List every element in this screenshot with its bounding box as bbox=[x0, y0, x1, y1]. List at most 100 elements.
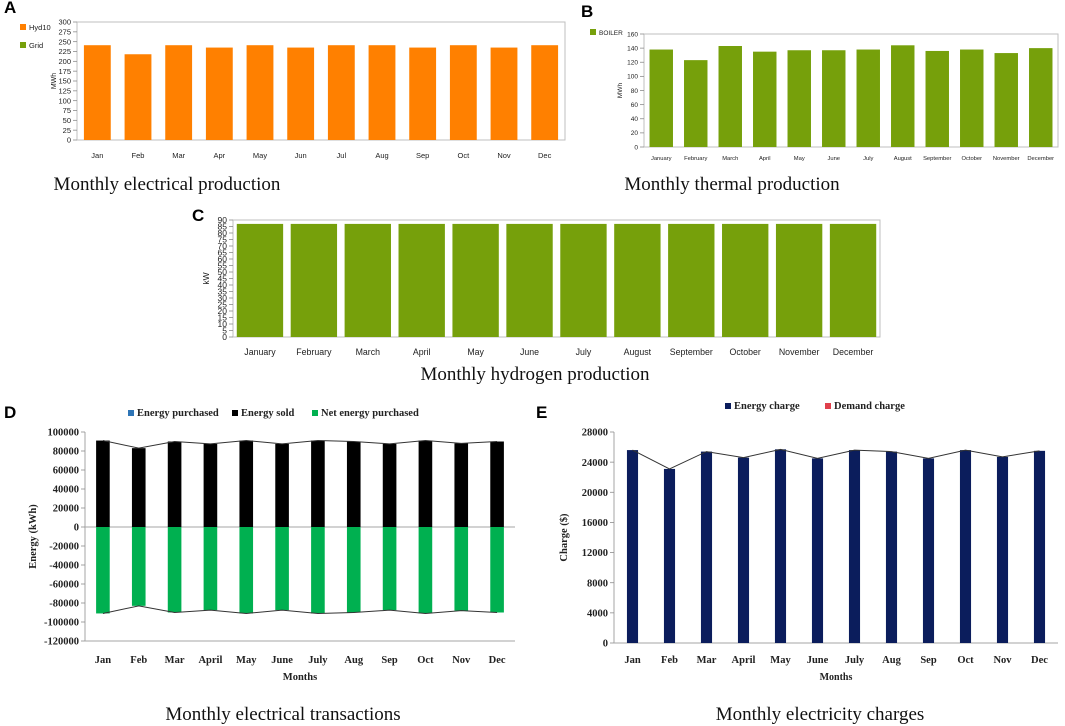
bar-energy-charge bbox=[885, 451, 898, 643]
x-tick-label: December bbox=[1027, 156, 1054, 162]
panel-d-legend: Energy purchased Energy sold Net energy pu… bbox=[128, 408, 419, 419]
y-tick-label: 100000 bbox=[48, 428, 80, 439]
bar-boiler bbox=[856, 49, 880, 147]
bar-energy-sold bbox=[239, 440, 254, 527]
bar-energy-sold bbox=[382, 443, 397, 527]
y-tick-label: 140 bbox=[627, 45, 638, 52]
x-tick-label: Nov bbox=[497, 151, 511, 160]
bar-net-energy-purchased bbox=[275, 527, 289, 611]
legend-label: BOILER bbox=[599, 30, 623, 37]
panel-e-caption: Monthly electricity charges bbox=[716, 704, 925, 725]
y-tick-label: 300 bbox=[58, 18, 71, 27]
legend-label: Demand charge bbox=[834, 401, 905, 412]
x-tick-label: Sep bbox=[920, 655, 937, 666]
legend-label: Grid bbox=[29, 41, 43, 50]
y-tick-label: 20 bbox=[631, 130, 639, 137]
legend-label: Energy charge bbox=[734, 401, 800, 412]
bar-net-energy-purchased bbox=[239, 527, 254, 614]
x-tick-label: March bbox=[356, 347, 381, 357]
bar-boiler bbox=[718, 46, 742, 147]
x-tick-label: October bbox=[730, 347, 761, 357]
y-tick-label: 80 bbox=[631, 88, 639, 95]
x-tick-label: Feb bbox=[130, 655, 147, 666]
y-tick-label: 25 bbox=[218, 299, 228, 309]
y-tick-label: -100000 bbox=[44, 618, 79, 629]
y-tick-label: 8000 bbox=[587, 578, 608, 589]
y-tick-label: 28000 bbox=[582, 428, 608, 439]
bar-hyd10 bbox=[205, 47, 233, 140]
bar-energy-sold bbox=[490, 441, 504, 527]
x-tick-label: October bbox=[961, 156, 982, 162]
bar-energy-sold bbox=[275, 443, 289, 527]
y-tick-label: 0 bbox=[222, 332, 227, 342]
x-tick-label: June bbox=[271, 655, 293, 666]
panel-c-caption: Monthly hydrogen production bbox=[420, 364, 650, 385]
y-tick-label: 60000 bbox=[53, 466, 79, 477]
y-axis-label: MWh bbox=[617, 83, 624, 99]
legend-label: Net energy purchased bbox=[321, 408, 419, 419]
x-tick-label: Apr bbox=[213, 151, 225, 160]
legend-swatch bbox=[232, 410, 238, 416]
bar-hydrogen bbox=[829, 223, 877, 337]
y-tick-label: 24000 bbox=[582, 458, 608, 469]
x-tick-label: May bbox=[770, 655, 791, 666]
x-tick-label: December bbox=[833, 347, 874, 357]
x-tick-label: January bbox=[651, 156, 672, 162]
y-tick-label: 50 bbox=[218, 267, 228, 277]
bar-net-energy-purchased bbox=[131, 527, 146, 606]
y-axis-label: kW bbox=[201, 272, 211, 284]
legend-swatch bbox=[312, 410, 318, 416]
x-tick-label: Feb bbox=[132, 151, 145, 160]
x-tick-label: Dec bbox=[538, 151, 552, 160]
y-tick-label: 175 bbox=[58, 67, 71, 76]
x-tick-label: Jan bbox=[624, 655, 641, 666]
legend-swatch bbox=[825, 403, 831, 409]
bar-net-energy-purchased bbox=[382, 527, 397, 611]
y-tick-label: 80 bbox=[218, 228, 228, 238]
y-tick-label: 0 bbox=[603, 639, 608, 650]
bar-energy-sold bbox=[203, 443, 218, 527]
bar-hyd10 bbox=[409, 47, 437, 140]
y-tick-label: 200 bbox=[58, 57, 71, 66]
bar-hyd10 bbox=[531, 45, 559, 140]
y-tick-label: 20000 bbox=[582, 488, 608, 499]
bar-hyd10 bbox=[449, 45, 477, 140]
x-tick-label: August bbox=[894, 156, 912, 162]
y-tick-label: 20 bbox=[218, 306, 228, 316]
x-axis-label: Months bbox=[283, 672, 317, 683]
y-tick-label: 150 bbox=[58, 77, 71, 86]
y-axis-label: Charge ($) bbox=[559, 513, 570, 562]
x-tick-label: June bbox=[827, 156, 840, 162]
y-tick-label: 100 bbox=[627, 74, 638, 81]
bar-energy-sold bbox=[131, 448, 146, 527]
y-tick-label: 0 bbox=[67, 136, 71, 145]
bar-energy-charge bbox=[663, 468, 676, 643]
bar-net-energy-purchased bbox=[311, 527, 325, 614]
y-tick-label: 80000 bbox=[53, 447, 79, 458]
bar-net-energy-purchased bbox=[418, 527, 433, 614]
y-tick-label: 10 bbox=[218, 319, 228, 329]
x-tick-label: Mar bbox=[165, 655, 185, 666]
y-tick-label: 40 bbox=[631, 116, 639, 123]
y-tick-label: 125 bbox=[58, 86, 71, 95]
panel-a-electrical-production: A Hyd10 Grid 0255075100125150175200225250… bbox=[4, 0, 566, 195]
x-tick-label: July bbox=[845, 655, 865, 666]
x-tick-label: Jun bbox=[295, 151, 307, 160]
panel-d-electrical-transactions: D Energy purchased Energy sold Net energy … bbox=[4, 403, 515, 725]
bar-net-energy-purchased bbox=[167, 527, 182, 613]
x-tick-label: Sep bbox=[381, 655, 398, 666]
bar-boiler bbox=[891, 45, 915, 147]
x-tick-label: September bbox=[670, 347, 713, 357]
bar-hyd10 bbox=[165, 45, 193, 140]
x-tick-label: Oct bbox=[457, 151, 470, 160]
bar-energy-sold bbox=[418, 440, 433, 527]
x-tick-label: March bbox=[722, 156, 738, 162]
bar-boiler bbox=[649, 49, 673, 147]
legend-label: Energy purchased bbox=[137, 408, 219, 419]
bar-hyd10 bbox=[246, 45, 274, 140]
y-tick-label: 35 bbox=[218, 286, 228, 296]
y-tick-label: 30 bbox=[218, 293, 228, 303]
legend-swatch bbox=[20, 42, 26, 48]
